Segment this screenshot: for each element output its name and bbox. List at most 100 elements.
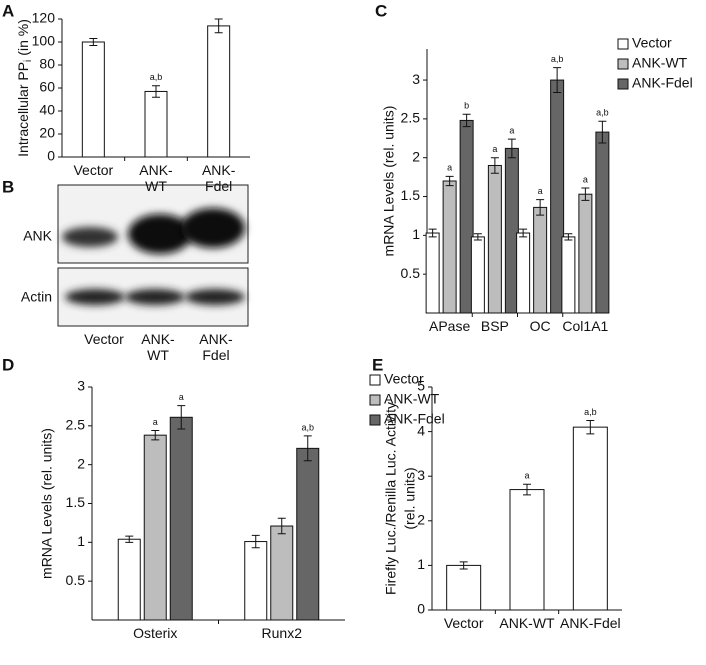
y-tick-label: 2: [417, 512, 425, 528]
bar: [207, 25, 231, 158]
error-bar: [553, 67, 562, 93]
error-bar: [581, 187, 590, 201]
legend-swatch: [617, 78, 629, 90]
annotation: b: [464, 101, 469, 111]
error-bar: [473, 233, 482, 241]
y-tick-label: 2: [412, 148, 420, 164]
x-tick-label: ANK-WT: [139, 162, 173, 194]
error-bar: [519, 228, 528, 238]
legend-label: ANK-Fdel: [632, 75, 693, 91]
error-bar: [151, 429, 160, 441]
error-bar: [490, 157, 499, 174]
x-tick-label: BSP: [481, 318, 509, 334]
annotation: a: [447, 163, 452, 173]
y-tick-label: 3: [77, 378, 85, 394]
y-tick-label: 2: [77, 455, 85, 471]
error-bar: [586, 419, 595, 435]
bar: [442, 180, 457, 314]
y-tick-label: 3: [417, 467, 425, 483]
bar: [561, 236, 576, 314]
y-tick-label: 1: [77, 533, 85, 549]
panel-label: D: [2, 355, 14, 374]
annotation: a,b: [551, 54, 564, 64]
y-tick-label: 1: [417, 556, 425, 572]
bar: [578, 193, 593, 314]
band: [128, 214, 192, 254]
lane-label: Vector: [84, 331, 124, 347]
x-tick-label: Vector: [73, 162, 113, 178]
bar: [470, 236, 485, 314]
y-axis-label: mRNA Levels (rel. units): [39, 428, 55, 579]
bar: [533, 206, 548, 314]
x-tick-label: Vector: [444, 615, 484, 631]
y-axis-label-part: i: [23, 60, 34, 62]
annotation: a,b: [584, 407, 597, 417]
bar: [143, 434, 167, 621]
legend-swatch: [617, 58, 629, 70]
legend-label: ANK-Fdel: [384, 411, 445, 427]
error-bar: [428, 228, 437, 238]
row-label: Actin: [21, 289, 52, 305]
x-tick-label: ANK-WT: [499, 615, 555, 631]
y-tick-label: 0: [47, 148, 55, 164]
annotation: a: [179, 392, 184, 402]
y-tick-label: 20: [39, 125, 55, 141]
band: [62, 227, 118, 247]
bar: [509, 489, 545, 611]
error-bar: [445, 175, 454, 187]
bar: [117, 538, 141, 621]
x-tick-label: APase: [429, 318, 470, 334]
annotation: a,b: [301, 422, 314, 432]
annotation: a: [524, 471, 529, 481]
bar: [446, 564, 482, 611]
bar: [296, 447, 320, 621]
bar: [516, 232, 531, 314]
annotation: a: [583, 174, 588, 184]
annotation: a: [509, 125, 514, 135]
y-tick-label: 1.5: [66, 494, 86, 510]
y-axis-label: Intracellular PPi (in %): [15, 19, 34, 157]
legend-label: Vector: [632, 35, 672, 51]
legend-swatch: [369, 374, 381, 386]
y-tick-label: 1: [412, 226, 420, 242]
panel-label: C: [375, 1, 387, 20]
y-tick-label: 100: [32, 33, 56, 49]
error-bar: [536, 199, 545, 216]
bar: [244, 541, 268, 621]
error-bar: [564, 233, 573, 241]
error-bar: [89, 38, 98, 46]
legend-swatch: [369, 414, 381, 426]
lane-label: ANK-WT: [141, 331, 175, 363]
lane-label: ANK-Fdel: [199, 331, 233, 363]
y-axis-label: (rel. units): [402, 467, 418, 529]
y-axis-label: Firefly Luc./Renilla Luc. Activity: [383, 402, 399, 595]
band: [185, 289, 245, 305]
annotation: a,b: [596, 108, 609, 118]
x-tick-label: OC: [530, 318, 551, 334]
error-bar: [303, 435, 312, 462]
error-bar: [125, 535, 134, 543]
bar: [81, 41, 105, 158]
bar: [595, 131, 610, 314]
legend-label: Vector: [384, 371, 424, 387]
y-tick-label: 120: [32, 10, 56, 26]
x-tick-label: ANK-Fdel: [560, 615, 621, 631]
y-axis-label: mRNA Levels (rel. units): [381, 106, 397, 257]
y-tick-label: 2.5: [401, 110, 421, 126]
y-tick-label: 2.5: [66, 417, 86, 433]
y-tick-label: 1.5: [401, 187, 421, 203]
legend-swatch: [617, 38, 629, 50]
error-bar: [462, 113, 471, 128]
error-bar: [523, 483, 531, 496]
y-axis-label-part: Intracellular PP: [15, 62, 31, 157]
error-bar: [598, 120, 607, 144]
bar: [144, 90, 168, 158]
x-tick-label: Col1A1: [562, 318, 608, 334]
error-bar: [507, 138, 516, 159]
x-tick-label: Osterix: [133, 625, 177, 641]
x-tick-label: Runx2: [262, 625, 303, 641]
bar: [425, 232, 440, 314]
error-bar: [459, 561, 468, 570]
